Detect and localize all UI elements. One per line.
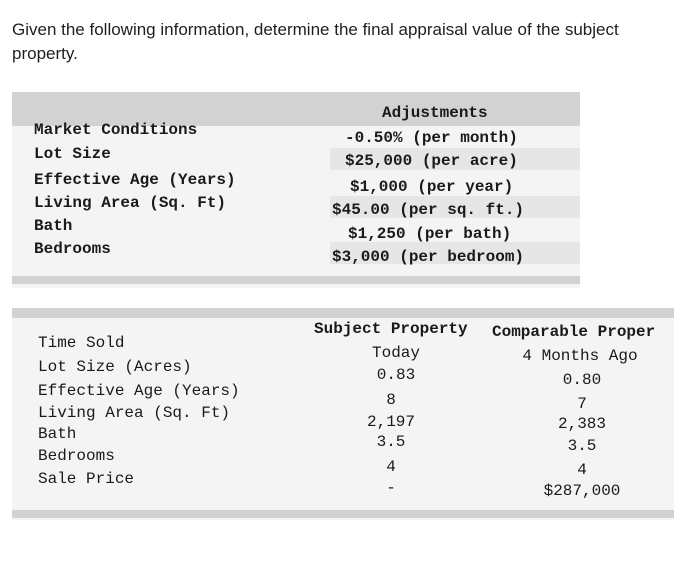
adjustments-header: Adjustments [382, 104, 488, 122]
value-effective-age: $1,000 (per year) [350, 178, 514, 196]
table-footer-band [12, 276, 580, 284]
label-time-sold: Time Sold [38, 334, 125, 352]
comparable-lot-size: 0.80 [562, 371, 602, 389]
comparable-living-area: 2,383 [557, 415, 606, 433]
table-stripe [330, 148, 580, 170]
table-stripe [330, 196, 580, 218]
subject-bedrooms: 4 [386, 458, 396, 476]
subject-time-sold: Today [371, 344, 420, 362]
comparable-effective-age: 7 [577, 395, 587, 413]
label-living-area: Living Area (Sq. Ft) [34, 194, 227, 212]
label-sale-price: Sale Price [38, 470, 135, 488]
label-bedrooms: Bedrooms [34, 240, 111, 258]
label-market-conditions: Market Conditions [34, 121, 198, 139]
header-comparable-property: Comparable Proper [492, 323, 656, 341]
header-subject-property: Subject Property [314, 320, 468, 338]
value-market-conditions: -0.50% (per month) [345, 129, 518, 147]
subject-effective-age: 8 [386, 391, 396, 409]
label-lot-size-acres: Lot Size (Acres) [38, 358, 192, 376]
subject-sale-price: - [386, 479, 396, 497]
label-lot-size: Lot Size [34, 145, 111, 163]
label-bath: Bath [38, 425, 77, 443]
subject-bath: 3.5 [376, 433, 406, 451]
label-effective-age: Effective Age (Years) [34, 171, 236, 189]
value-living-area: $45.00 (per sq. ft.) [332, 201, 525, 219]
comparable-time-sold: 4 Months Ago [522, 347, 638, 365]
label-bath: Bath [34, 217, 73, 235]
value-bedrooms: $3,000 (per bedroom) [332, 248, 525, 266]
adjustments-table: Adjustments Market Conditions Lot Size E… [12, 92, 580, 288]
subject-living-area: 2,197 [366, 413, 415, 431]
question-text: Given the following information, determi… [12, 20, 619, 63]
table-header-band [12, 92, 580, 126]
table-header-band [12, 308, 674, 318]
comparable-sale-price: $287,000 [543, 482, 621, 500]
comparable-bath: 3.5 [567, 437, 597, 455]
label-bedrooms: Bedrooms [38, 447, 115, 465]
label-living-area: Living Area (Sq. Ft) [38, 404, 231, 422]
label-effective-age: Effective Age (Years) [38, 382, 240, 400]
value-lot-size: $25,000 (per acre) [345, 152, 518, 170]
comparison-table: Subject Property Comparable Proper Time … [12, 308, 674, 520]
table-footer-band [12, 510, 674, 518]
comparable-bedrooms: 4 [577, 461, 587, 479]
table-stripe [330, 242, 580, 264]
value-bath: $1,250 (per bath) [348, 225, 512, 243]
subject-lot-size: 0.83 [376, 366, 416, 384]
